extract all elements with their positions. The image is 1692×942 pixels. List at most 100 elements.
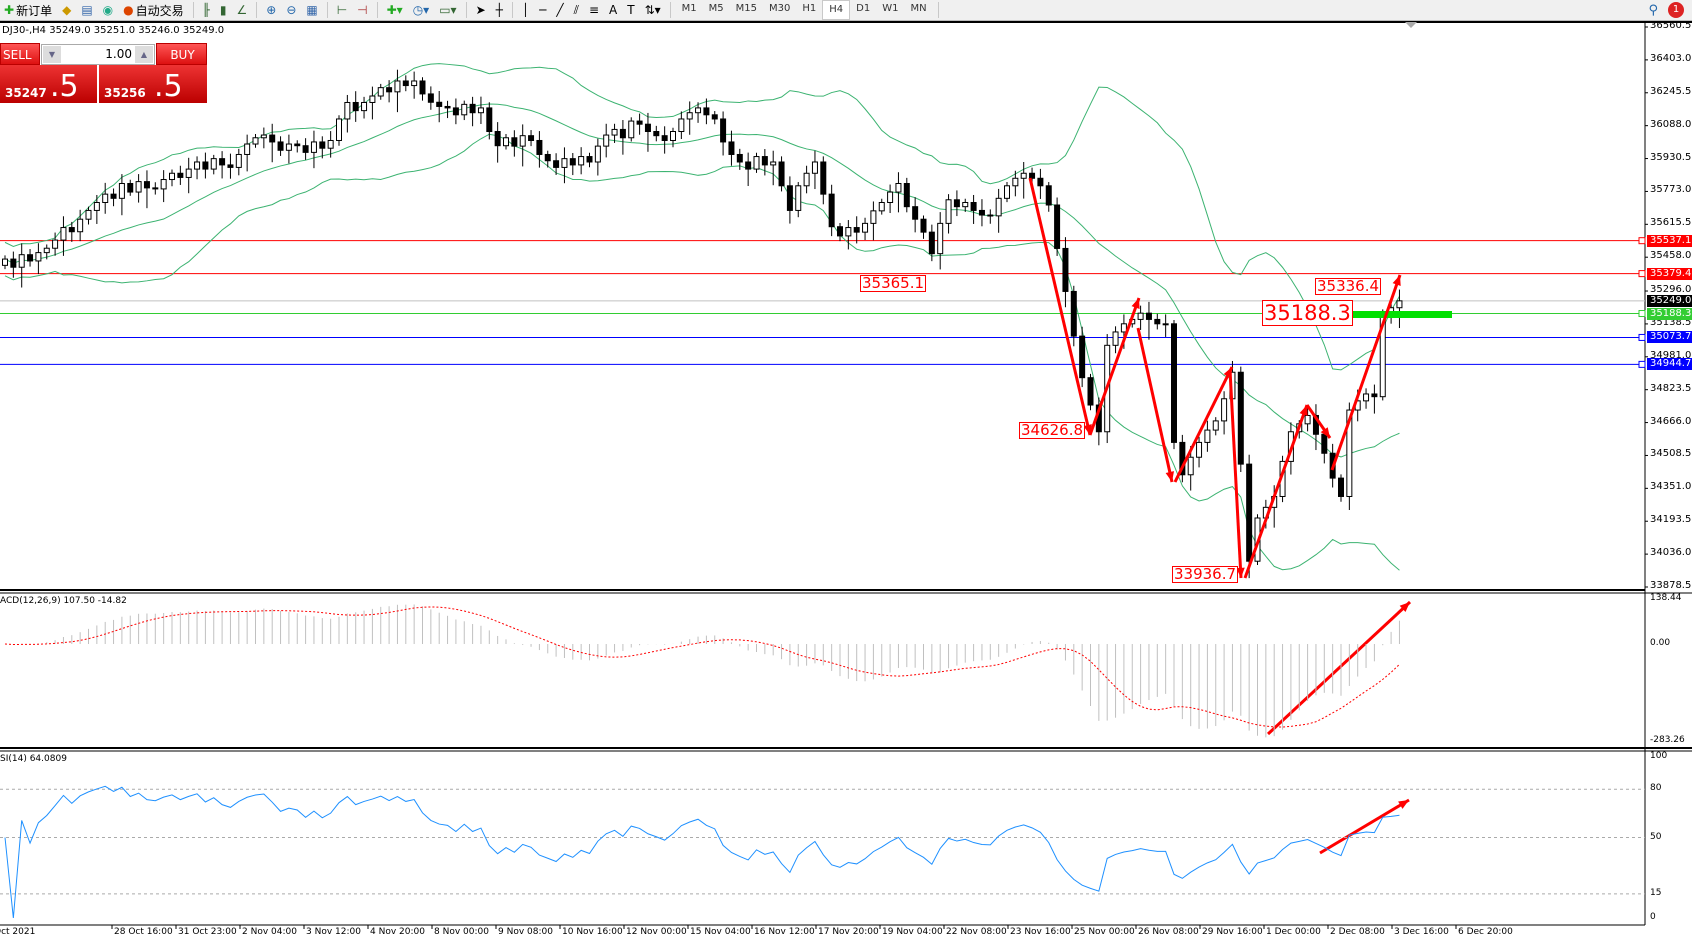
macd-axis-label: 138.44 (1650, 593, 1682, 603)
arrows-button[interactable]: ⇅▾ (641, 1, 665, 19)
zoom-out-button[interactable]: ⊖ (282, 1, 300, 19)
templates-button[interactable]: ▭▾ (435, 1, 460, 19)
vertical-line-icon: │ (521, 3, 530, 17)
candle-bull (753, 156, 760, 170)
data-window-button[interactable]: ◆ (58, 1, 75, 19)
zoom-in-button[interactable]: ⊕ (262, 1, 280, 19)
buy-button[interactable]: BUY (156, 43, 207, 65)
trendline-button[interactable]: ╱ (552, 1, 567, 19)
lot-increase-icon[interactable]: ▲ (135, 46, 153, 63)
arrow-head-icon (1399, 602, 1410, 613)
new-order-button[interactable]: ✚ 新订单 (0, 1, 56, 19)
signals-button[interactable]: ◉ (99, 1, 117, 19)
lot-size-field[interactable]: ▼ 1.00 ▲ (41, 44, 155, 65)
buy-price-button[interactable]: 35256 .5 (99, 65, 207, 103)
equidistant-channel-button[interactable]: ⫽ (570, 1, 583, 19)
line-chart-button[interactable]: ∠ (232, 1, 251, 19)
horizontal-line-button[interactable]: ─ (535, 1, 550, 19)
candle-bull (77, 218, 84, 233)
candle-bear (110, 193, 117, 199)
price-axis-label: 35458.0 (1650, 250, 1692, 262)
level-handle (1638, 237, 1646, 245)
lot-size-value[interactable]: 1.00 (105, 47, 132, 61)
price-axis-label: 35930.5 (1650, 151, 1692, 163)
price-axis-label: 34981.0 (1650, 349, 1692, 361)
candle-bear (319, 141, 326, 149)
notification-badge[interactable]: 1 (1668, 2, 1684, 18)
cursor-button[interactable]: ➤ (472, 1, 490, 19)
time-axis-label: 3 Dec 16:00 (1394, 927, 1449, 937)
timeframe-h4[interactable]: H4 (822, 0, 851, 20)
candle-bear (294, 143, 301, 147)
search-icon[interactable]: ⚲ (1648, 2, 1658, 18)
bar-chart-icon: ╟ (202, 3, 210, 17)
vertical-line-button[interactable]: │ (518, 1, 533, 19)
timeframe-h1[interactable]: H1 (802, 3, 817, 14)
candle-bear (928, 231, 935, 255)
periods-button[interactable]: ◷▾ (409, 1, 434, 19)
arrow-head-icon (1392, 275, 1401, 286)
timeframe-mn[interactable]: MN (910, 3, 927, 14)
text-button[interactable]: A (605, 1, 621, 19)
candle-bull (344, 101, 351, 120)
candle-bear (778, 161, 785, 187)
indicators-button[interactable]: ✚▾ (383, 1, 407, 19)
timeframe-m15[interactable]: M15 (735, 3, 757, 14)
candle-bull (811, 161, 818, 174)
rsi-axis-label: 15 (1650, 887, 1662, 898)
text-label-button[interactable]: T (623, 1, 638, 19)
macd-signal-line (4, 606, 1400, 728)
trend-arrow (1028, 177, 1092, 436)
candle-bear (486, 107, 493, 133)
price-annotation: 33936.7 (1172, 565, 1239, 583)
candle-bear (586, 156, 593, 163)
candle-bear (1371, 393, 1378, 398)
bollinger-upper (4, 63, 1400, 371)
candle-bear (1246, 463, 1253, 562)
candle-bear (953, 199, 960, 208)
fibonacci-button[interactable]: ≡ (585, 1, 603, 19)
arrow-head-icon (1131, 298, 1140, 309)
candle-bull (561, 158, 568, 168)
rsi-axis-label: 50 (1650, 831, 1662, 842)
candle-bull (377, 87, 384, 97)
sell-price-button[interactable]: 35247 .5 (0, 65, 97, 103)
candle-bear (177, 172, 184, 178)
timeframe-w1[interactable]: W1 (882, 3, 899, 14)
candle-bear (636, 120, 643, 125)
candle-bear (653, 131, 660, 137)
candle-bear (703, 107, 710, 116)
lot-decrease-icon[interactable]: ▼ (43, 46, 61, 63)
timeframe-m5[interactable]: M5 (708, 3, 724, 14)
chart-window[interactable] (0, 21, 1692, 942)
bar-chart-button[interactable]: ╟ (199, 1, 214, 19)
timeframe-m1[interactable]: M1 (681, 3, 697, 14)
timeframe-m30[interactable]: M30 (769, 3, 791, 14)
candle-bear (728, 141, 735, 155)
arrow-head-icon (1236, 567, 1245, 578)
candle-bull (695, 107, 702, 114)
candle-bull (1162, 323, 1169, 326)
candle-bear (127, 182, 134, 193)
candlestick-button[interactable]: ▮ (216, 1, 231, 19)
candle-bear (427, 93, 434, 103)
candle-bull (169, 172, 175, 181)
time-axis-label: 3 Nov 12:00 (306, 927, 361, 937)
tile-windows-button[interactable]: ▦ (302, 1, 321, 19)
candle-bull (845, 227, 852, 237)
autoscroll-button[interactable]: ⊢ (333, 1, 351, 19)
timeframe-d1[interactable]: D1 (856, 3, 871, 14)
auto-trading-button[interactable]: ● 自动交易 (119, 1, 188, 19)
terminal-button[interactable]: ▤ (77, 1, 96, 19)
crosshair-button[interactable]: ┼ (492, 1, 507, 19)
candle-bear (903, 182, 910, 208)
indicators-icon: ✚▾ (386, 3, 403, 17)
candle-bull (1212, 420, 1219, 431)
text-icon: A (609, 3, 618, 17)
candle-bull (194, 161, 201, 170)
candle-bull (18, 254, 25, 268)
chart-shift-button[interactable]: ⊣ (353, 1, 371, 19)
sell-button[interactable]: SELL (0, 43, 40, 65)
candle-bull (244, 143, 251, 155)
